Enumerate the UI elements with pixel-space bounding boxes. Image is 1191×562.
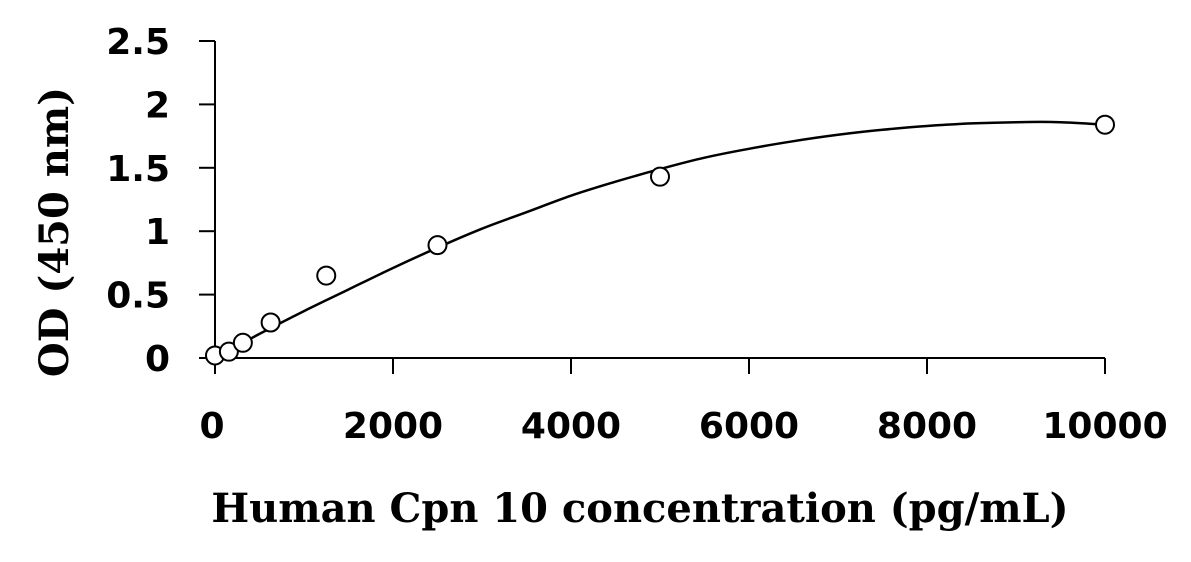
y-tick-label: 2.5 [106,22,170,63]
data-point [316,265,337,286]
data-point [1095,114,1115,135]
data-point [218,341,239,362]
x-tick-label: 6000 [699,406,799,447]
data-points [205,114,1115,366]
x-axis-title: Human Cpn 10 concentration (pg/mL) [211,485,1068,532]
y-tick-label: 2 [145,85,170,126]
y-axis-ticks: 0 0.5 1 1.5 2 2.5 [106,22,215,380]
x-tick-label: 4000 [521,406,621,447]
data-point [260,312,281,333]
x-tick-label: 10000 [1042,406,1167,447]
y-tick-label: 0 [145,339,170,380]
x-tick-label: 2000 [343,406,443,447]
data-point [232,332,253,353]
y-tick-label: 1 [145,212,170,253]
x-tick-label: 0 [199,406,224,447]
data-point [650,166,670,187]
x-axis-ticks: 0 2000 4000 6000 8000 10000 [199,358,1168,447]
data-point [427,235,448,256]
x-tick-label: 8000 [877,406,977,447]
y-axis-title: OD (450 nm) [31,87,78,377]
y-tick-label: 1.5 [106,149,170,190]
fitted-curve-line [214,120,1106,360]
y-tick-label: 0.5 [106,276,170,317]
